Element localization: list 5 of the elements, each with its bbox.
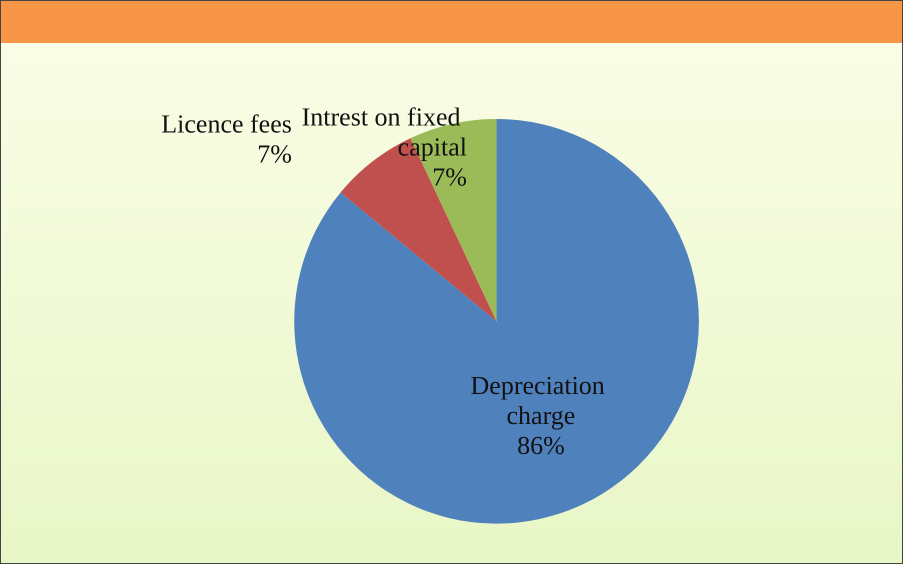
slice-label: Depreciation charge <box>470 371 612 430</box>
data-label: 7% <box>257 139 292 168</box>
data-label: 7% <box>432 162 467 192</box>
slice-label: Licence fees <box>161 109 292 138</box>
data-label: 86% <box>517 431 565 460</box>
